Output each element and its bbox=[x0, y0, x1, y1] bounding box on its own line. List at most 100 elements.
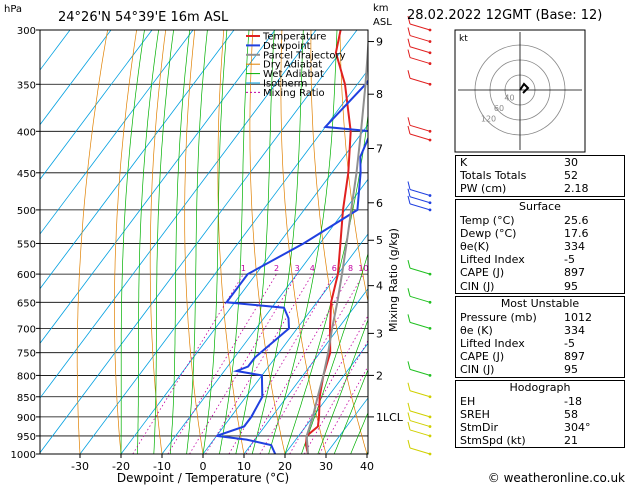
row-label: θe(K) bbox=[460, 239, 490, 253]
wet-adiabat-line bbox=[317, 318, 368, 454]
row-label: CAPE (J) bbox=[460, 266, 505, 280]
wind-barb-point bbox=[428, 300, 432, 304]
wind-barb bbox=[409, 23, 431, 31]
wind-barb-flag bbox=[407, 195, 411, 205]
most-unstable-title: Most Unstable bbox=[500, 296, 580, 310]
row-value: 95 bbox=[564, 363, 578, 377]
mixing-ratio-label: 1 bbox=[241, 264, 246, 273]
dewpoint-line bbox=[216, 79, 368, 454]
x-tick-label: 40 bbox=[360, 460, 374, 473]
wind-barb-flag bbox=[407, 15, 411, 25]
wind-barb-point bbox=[428, 28, 432, 32]
wind-barb-flag bbox=[407, 27, 411, 36]
wind-barb bbox=[409, 189, 431, 196]
row-label: SREH bbox=[460, 407, 490, 421]
row-value: 95 bbox=[564, 279, 578, 293]
row-value: 304° bbox=[564, 421, 591, 434]
wind-barb-flag bbox=[407, 382, 411, 391]
wind-barb-point bbox=[428, 201, 432, 205]
wind-barb-flag bbox=[407, 70, 411, 79]
wet-adiabat-line bbox=[235, 30, 275, 454]
wind-barb-flag bbox=[407, 125, 411, 135]
surface-row: θe(K) 334 bbox=[456, 240, 624, 253]
pressure-tick-label: 350 bbox=[17, 80, 36, 91]
indices-box: K 30 Totals Totals 52 PW (cm) 2.18 bbox=[455, 155, 625, 197]
mixing-ratio-line bbox=[167, 273, 277, 454]
row-label: EH bbox=[460, 394, 476, 408]
surface-title: Surface bbox=[519, 199, 561, 213]
row-label: CAPE (J) bbox=[460, 350, 505, 364]
km-tick-label: 4 bbox=[376, 280, 383, 293]
pressure-tick-label: 900 bbox=[17, 413, 36, 424]
wind-barb-point bbox=[428, 395, 432, 399]
km-unit-label: km bbox=[373, 3, 389, 14]
wind-barb-point bbox=[428, 425, 432, 428]
isotherm-line bbox=[202, 233, 368, 454]
wind-barb bbox=[409, 420, 431, 428]
isotherm-line bbox=[161, 178, 368, 454]
indices-table: K 30 Totals Totals 52 PW (cm) 2.18 Surface Te… bbox=[455, 155, 625, 450]
temperature-line bbox=[304, 30, 352, 454]
parcel-trajectory-line bbox=[305, 34, 368, 454]
row-label: PW (cm) bbox=[460, 182, 507, 196]
wet-adiabat-line bbox=[219, 30, 250, 454]
wet-adiabat-line bbox=[333, 368, 368, 454]
surface-box: Surface Temp (°C) 25.6 Dewp (°C) 17.6 θe(K) 3… bbox=[455, 198, 625, 294]
km-tick-label: 5 bbox=[376, 234, 383, 247]
wind-barb-flag bbox=[407, 117, 411, 126]
row-value: 897 bbox=[564, 350, 585, 364]
wind-barb-point bbox=[428, 82, 432, 86]
index-row: K 30 bbox=[456, 156, 624, 169]
wind-barb bbox=[409, 447, 431, 455]
mixing-ratio-label: 2 bbox=[274, 264, 279, 273]
x-tick-label: 30 bbox=[319, 460, 333, 473]
row-value: 2.18 bbox=[564, 182, 589, 196]
most-unstable-row: θe (K) 334 bbox=[456, 324, 624, 337]
mixing-ratio-label: 10 bbox=[358, 264, 368, 273]
mixing-ratio-line bbox=[259, 273, 364, 454]
row-value: 1012 bbox=[564, 310, 592, 324]
wind-barb-flag bbox=[407, 412, 411, 421]
wind-barb bbox=[409, 46, 431, 54]
wind-barb-point bbox=[428, 452, 432, 456]
wind-barb-point bbox=[428, 272, 432, 276]
wind-barb bbox=[409, 35, 431, 43]
wind-barb-flag bbox=[407, 402, 411, 412]
hodograph-title: Hodograph bbox=[509, 380, 571, 394]
wind-barb-flag bbox=[407, 49, 411, 58]
dry-adiabat-line bbox=[339, 30, 368, 304]
isotherm-line bbox=[40, 30, 153, 180]
row-label: K bbox=[460, 156, 468, 169]
wind-barb bbox=[409, 368, 431, 376]
skewt-grid: 1 2 3 4 6 8 10 16 20 25 bbox=[40, 30, 368, 454]
hodograph-row: SREH 58 bbox=[456, 408, 624, 421]
wet-adiabat-line bbox=[301, 252, 368, 454]
x-tick-label: -20 bbox=[112, 460, 130, 473]
copyright-footer: © weatheronline.co.uk bbox=[488, 471, 625, 485]
surface-row: CAPE (J) 897 bbox=[456, 266, 624, 279]
wind-barb-flag bbox=[407, 188, 411, 197]
x-axis-title: Dewpoint / Temperature (°C) bbox=[117, 471, 289, 485]
km-tick-label: 9 bbox=[376, 36, 383, 49]
hodograph-ring-label: 120 bbox=[481, 115, 496, 124]
hodograph-ring-label: 40 bbox=[504, 94, 514, 103]
dry-adiabat-line bbox=[217, 30, 245, 454]
hodograph-unit: kt bbox=[459, 34, 468, 44]
isotherm-line bbox=[284, 342, 368, 454]
wet-adiabat-line bbox=[137, 30, 159, 454]
wind-barb bbox=[409, 321, 431, 329]
row-value: 30 bbox=[564, 156, 578, 169]
dry-adiabat-line bbox=[184, 30, 204, 454]
row-value: -5 bbox=[564, 337, 575, 351]
index-row: Totals Totals 52 bbox=[456, 169, 624, 182]
location-title: 24°26'N 54°39'E 16m ASL bbox=[58, 10, 229, 25]
row-label: Totals Totals bbox=[460, 169, 527, 183]
row-value: 334 bbox=[564, 323, 585, 337]
most-unstable-row: CAPE (J) 897 bbox=[456, 350, 624, 363]
wind-barb-flag bbox=[407, 361, 411, 370]
x-tick-label: -30 bbox=[71, 460, 89, 473]
km-tick-label: 2 bbox=[376, 369, 383, 382]
x-tick-label: -10 bbox=[153, 460, 171, 473]
dry-adiabat-line bbox=[149, 30, 167, 454]
